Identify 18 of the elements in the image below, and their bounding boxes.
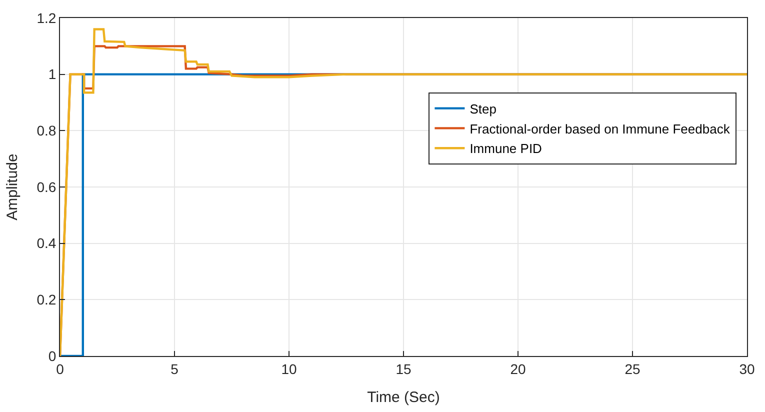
y-tick-label: 0.2 [36,292,56,308]
y-tick-label: 0.8 [36,122,56,139]
x-tick-label: 25 [624,360,640,377]
x-tick-label: 10 [281,360,297,377]
y-tick-label: 1 [48,66,56,82]
x-tick-label: 30 [739,360,755,377]
y-axis-title: Amplitude [4,154,21,220]
x-tick-label: 15 [396,360,412,377]
legend-label: Step [470,101,496,116]
x-tick-label: 20 [510,360,526,377]
x-tick-label: 5 [170,360,179,377]
y-tick-label: 0.4 [36,235,56,252]
y-tick-label: 0 [48,348,56,364]
y-tick-label: 0.6 [36,178,56,195]
x-axis-title: Time (Sec) [367,388,440,406]
legend-label: Immune PID [470,141,542,156]
legend-label: Fractional-order based on Immune Feedback [470,121,730,136]
y-tick-label: 1.2 [36,10,56,26]
